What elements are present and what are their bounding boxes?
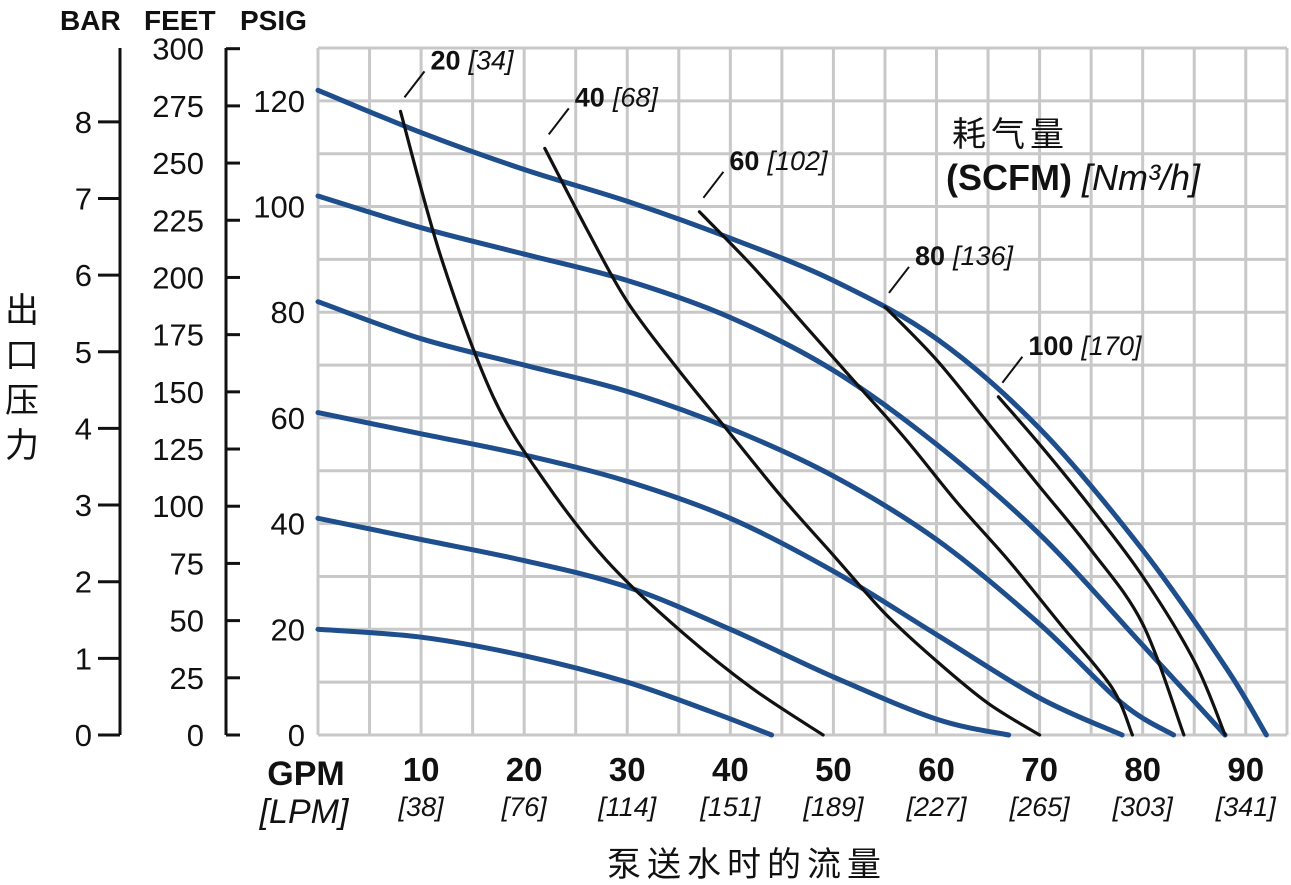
x-tick-lpm: [189] xyxy=(802,792,865,822)
pressure-curve-line xyxy=(315,626,775,738)
x-tick-gpm: 20 xyxy=(506,751,543,788)
x-tick-lpm: [265] xyxy=(1009,792,1072,822)
header-bar-label: BAR xyxy=(60,5,121,36)
air-label-nm3h: [170] xyxy=(1080,331,1143,361)
feet-tick-label: 300 xyxy=(152,32,204,67)
air-label-scfm: 20 xyxy=(430,45,460,75)
feet-tick-label: 0 xyxy=(187,718,204,753)
air-consumption-labels: 20 [34] 40 [68] 60 [102] 80 [136] 100 [170] xyxy=(403,45,1143,384)
x-tick-gpm: 10 xyxy=(403,751,440,788)
psig-tick-label: 120 xyxy=(253,84,305,119)
y-axis-label: 出口压力 xyxy=(5,291,39,466)
legend-title: 耗气量 xyxy=(952,115,1069,155)
x-axis-label: 泵送水时的流量 xyxy=(607,845,887,885)
x-tick-lpm: [227] xyxy=(905,792,968,822)
header-psig-label: PSIG xyxy=(240,5,307,36)
air-consumption-curves xyxy=(398,109,1227,737)
feet-tick-label: 125 xyxy=(152,432,204,467)
air-curve-label: 60 [102] xyxy=(729,146,829,176)
air-curve-label: 80 [136] xyxy=(915,241,1015,271)
x-unit-gpm: GPM xyxy=(267,755,344,793)
feet-tick-label: 75 xyxy=(170,546,204,581)
x-unit-lpm: [LPM] xyxy=(259,793,350,831)
air-label-nm3h: [68] xyxy=(612,82,660,112)
bar-tick-label: 1 xyxy=(75,641,92,676)
feet-tick-label: 100 xyxy=(152,489,204,524)
air-label-nm3h: [34] xyxy=(468,45,516,75)
feet-tick-label: 25 xyxy=(170,661,204,696)
feet-tick-label: 275 xyxy=(152,89,204,124)
air-curve-line xyxy=(883,305,1186,737)
air-curve-label: 40 [68] xyxy=(575,82,660,112)
x-tick-lpm: [341] xyxy=(1215,792,1278,822)
air-label-leader xyxy=(702,171,725,199)
feet-axis-ticks: 0 25 50 75 100 125 150 175 200 225 250 275 300 xyxy=(152,32,240,753)
x-tick-gpm: 30 xyxy=(609,751,646,788)
air-label-scfm: 100 xyxy=(1028,331,1073,361)
grid xyxy=(316,46,1289,737)
feet-tick-label: 250 xyxy=(152,146,204,181)
bar-axis-ticks: 0 1 2 3 4 5 6 7 8 xyxy=(75,105,120,753)
x-tick-lpm: [151] xyxy=(699,792,762,822)
air-label-nm3h: [102] xyxy=(766,146,829,176)
x-tick-gpm: 90 xyxy=(1227,751,1264,788)
feet-tick-label: 50 xyxy=(170,604,204,639)
air-label-leader xyxy=(547,107,570,136)
pressure-curve-line xyxy=(315,193,1228,738)
air-label-leader xyxy=(888,266,910,294)
feet-tick-label: 150 xyxy=(152,375,204,410)
air-label-scfm: 60 xyxy=(729,146,759,176)
psig-tick-label: 40 xyxy=(271,507,305,542)
pressure-curve-line xyxy=(315,87,1269,738)
air-label-leader xyxy=(1001,356,1024,384)
psig-tick-label: 20 xyxy=(271,612,305,647)
bar-tick-label: 7 xyxy=(75,181,92,216)
x-tick-lpm: [76] xyxy=(501,792,549,822)
psig-tick-label: 100 xyxy=(253,190,305,225)
x-axis-ticks: 10 [38] 20 [76] 30 [114] 40 [151] 50 [189] 60 [227]… xyxy=(398,751,1278,822)
air-curve-label: 100 [170] xyxy=(1028,331,1143,361)
x-tick-gpm: 80 xyxy=(1124,751,1161,788)
bar-tick-label: 3 xyxy=(75,488,92,523)
psig-tick-label: 60 xyxy=(271,401,305,436)
air-curve-line xyxy=(543,146,1042,737)
air-curve-line xyxy=(996,395,1227,737)
x-tick-gpm: 70 xyxy=(1021,751,1058,788)
bar-tick-label: 0 xyxy=(75,718,92,753)
feet-tick-label: 175 xyxy=(152,318,204,353)
x-tick-gpm: 40 xyxy=(712,751,749,788)
air-curve-label: 20 [34] xyxy=(430,45,515,75)
x-tick-gpm: 50 xyxy=(815,751,852,788)
bar-tick-label: 4 xyxy=(75,411,92,446)
air-curve-line xyxy=(697,210,1134,737)
psig-axis-ticks: 0 20 40 60 80 100 120 xyxy=(253,84,305,753)
legend-unit-nm3h: [Nm³/h] xyxy=(1081,157,1201,198)
header-feet-label: FEET xyxy=(144,5,216,36)
feet-tick-label: 225 xyxy=(152,203,204,238)
pressure-curve-line xyxy=(315,299,1177,738)
air-label-scfm: 80 xyxy=(915,241,945,271)
legend-unit: (SCFM) [Nm³/h] xyxy=(946,157,1201,198)
bar-tick-label: 5 xyxy=(75,335,92,370)
pressure-curve-line xyxy=(315,410,1125,738)
air-label-leader xyxy=(403,70,426,99)
air-curve-line xyxy=(398,109,825,737)
pressure-curve-line xyxy=(315,515,1012,738)
bar-tick-label: 6 xyxy=(75,258,92,293)
psig-tick-label: 80 xyxy=(271,295,305,330)
x-tick-lpm: [114] xyxy=(597,792,658,822)
air-label-scfm: 40 xyxy=(575,82,605,112)
pressure-curves xyxy=(315,87,1269,738)
x-tick-lpm: [303] xyxy=(1112,792,1175,822)
bar-tick-label: 2 xyxy=(75,565,92,600)
legend-unit-scfm: (SCFM) xyxy=(946,157,1072,198)
feet-tick-label: 200 xyxy=(152,260,204,295)
x-tick-lpm: [38] xyxy=(398,792,446,822)
psig-tick-label: 0 xyxy=(288,718,305,753)
x-tick-gpm: 60 xyxy=(918,751,955,788)
bar-tick-label: 8 xyxy=(75,105,92,140)
air-label-nm3h: [136] xyxy=(952,241,1015,271)
